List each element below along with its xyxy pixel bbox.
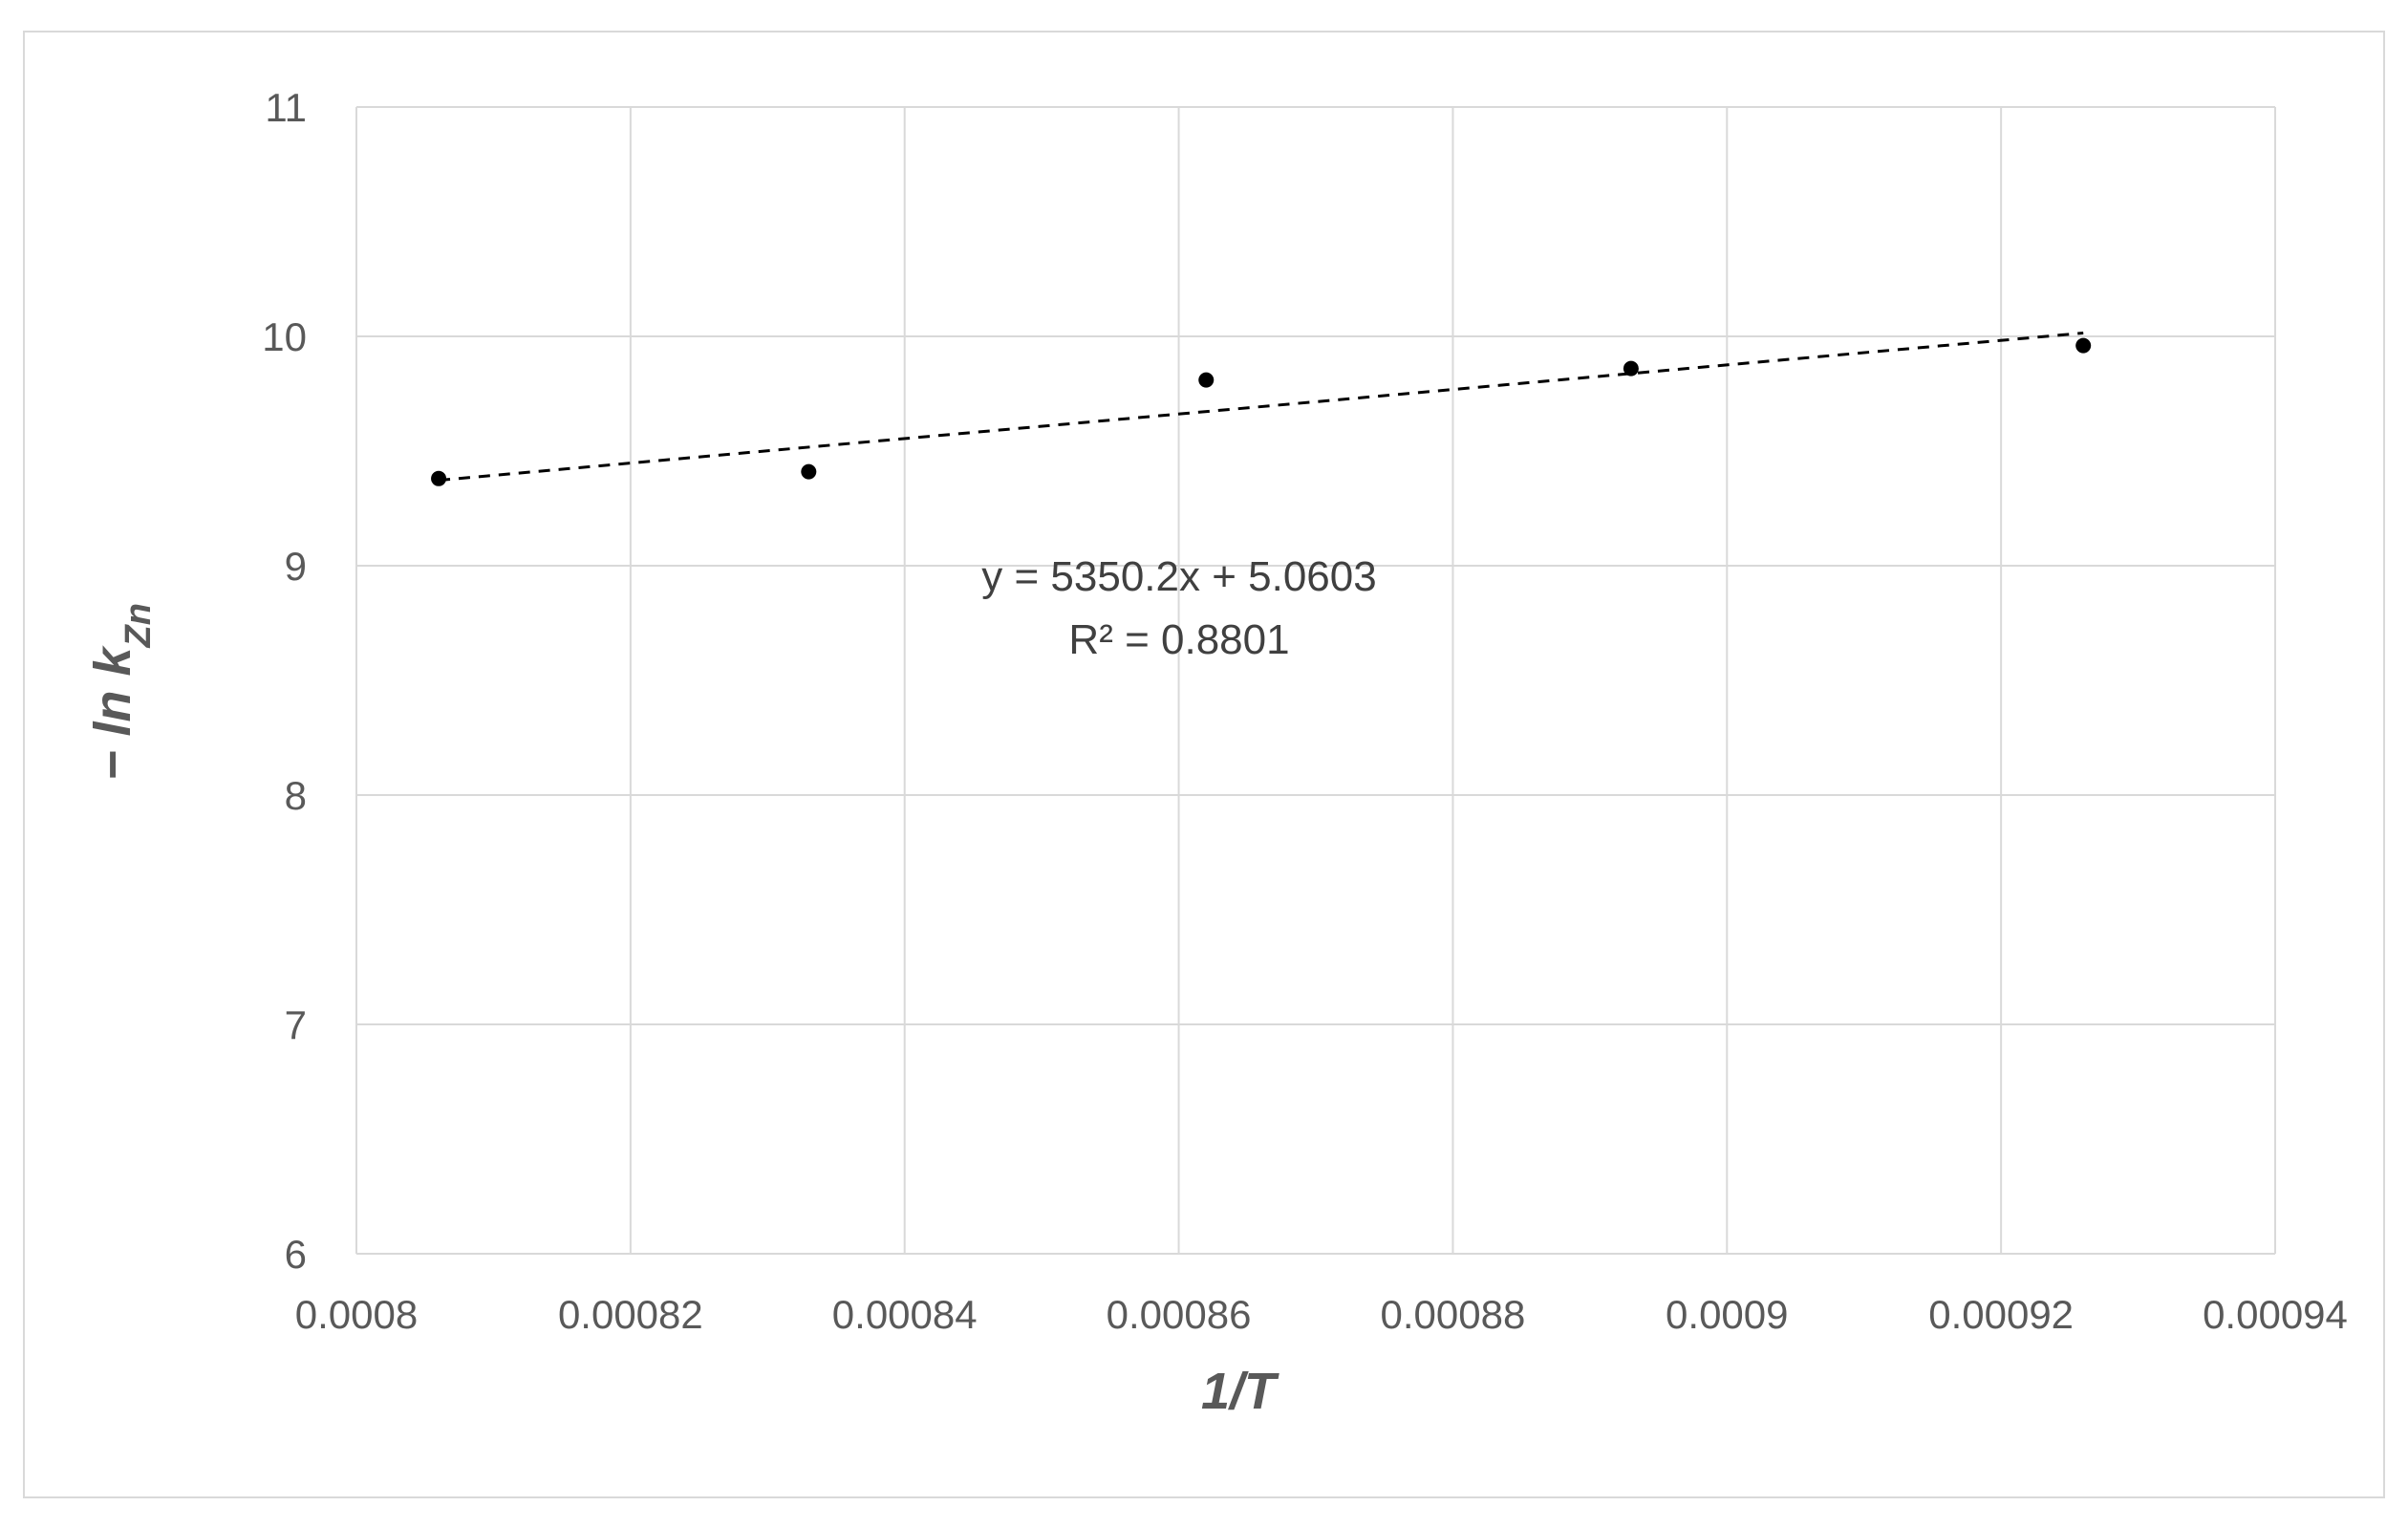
data-point xyxy=(1623,360,1639,377)
x-tick-label: 0.00092 xyxy=(1928,1292,2074,1337)
data-point xyxy=(431,470,447,486)
trendline xyxy=(438,332,2084,483)
x-tick-label: 0.00082 xyxy=(558,1292,703,1337)
trendline-equation: y = 5350.2x + 5.0603 xyxy=(981,553,1376,600)
grid-layer xyxy=(355,106,2276,1255)
x-tick-label: 0.00094 xyxy=(2203,1292,2348,1337)
y-tick-label: 11 xyxy=(265,85,307,130)
x-tick-label: 0.0008 xyxy=(295,1292,418,1337)
x-tick-label: 0.00086 xyxy=(1107,1292,1252,1337)
y-axis-title-subscript: Zn xyxy=(118,603,159,648)
y-tick-label: 10 xyxy=(262,314,307,359)
chart-frame: 0.0008 0.00082 0.00084 0.00086 0.00088 0.0009… xyxy=(23,31,2385,1498)
data-point xyxy=(801,463,817,480)
y-tick-label: 7 xyxy=(285,1002,307,1047)
y-tick-label: 6 xyxy=(285,1232,307,1277)
x-tick-label: 0.00084 xyxy=(832,1292,978,1337)
data-point xyxy=(2075,337,2092,354)
x-tick-label: 0.0009 xyxy=(1666,1292,1788,1337)
chart-svg: 0.0008 0.00082 0.00084 0.00086 0.00088 0.0009… xyxy=(84,85,2348,1420)
trend-layer xyxy=(438,332,2084,483)
y-axis-title-main: − ln k xyxy=(84,644,141,781)
data-point xyxy=(1198,372,1215,388)
y-tick-label: 9 xyxy=(285,544,307,589)
x-axis-title: 1/T xyxy=(1201,1363,1279,1420)
y-tick-label: 8 xyxy=(285,773,307,818)
tick-layer: 0.0008 0.00082 0.00084 0.00086 0.00088 0.0009… xyxy=(262,85,2348,1337)
x-tick-label: 0.00088 xyxy=(1381,1292,1526,1337)
trendline-r-squared: R² = 0.8801 xyxy=(1068,616,1289,663)
y-axis-title: − ln kZn xyxy=(84,603,159,781)
points-layer xyxy=(431,337,2092,486)
